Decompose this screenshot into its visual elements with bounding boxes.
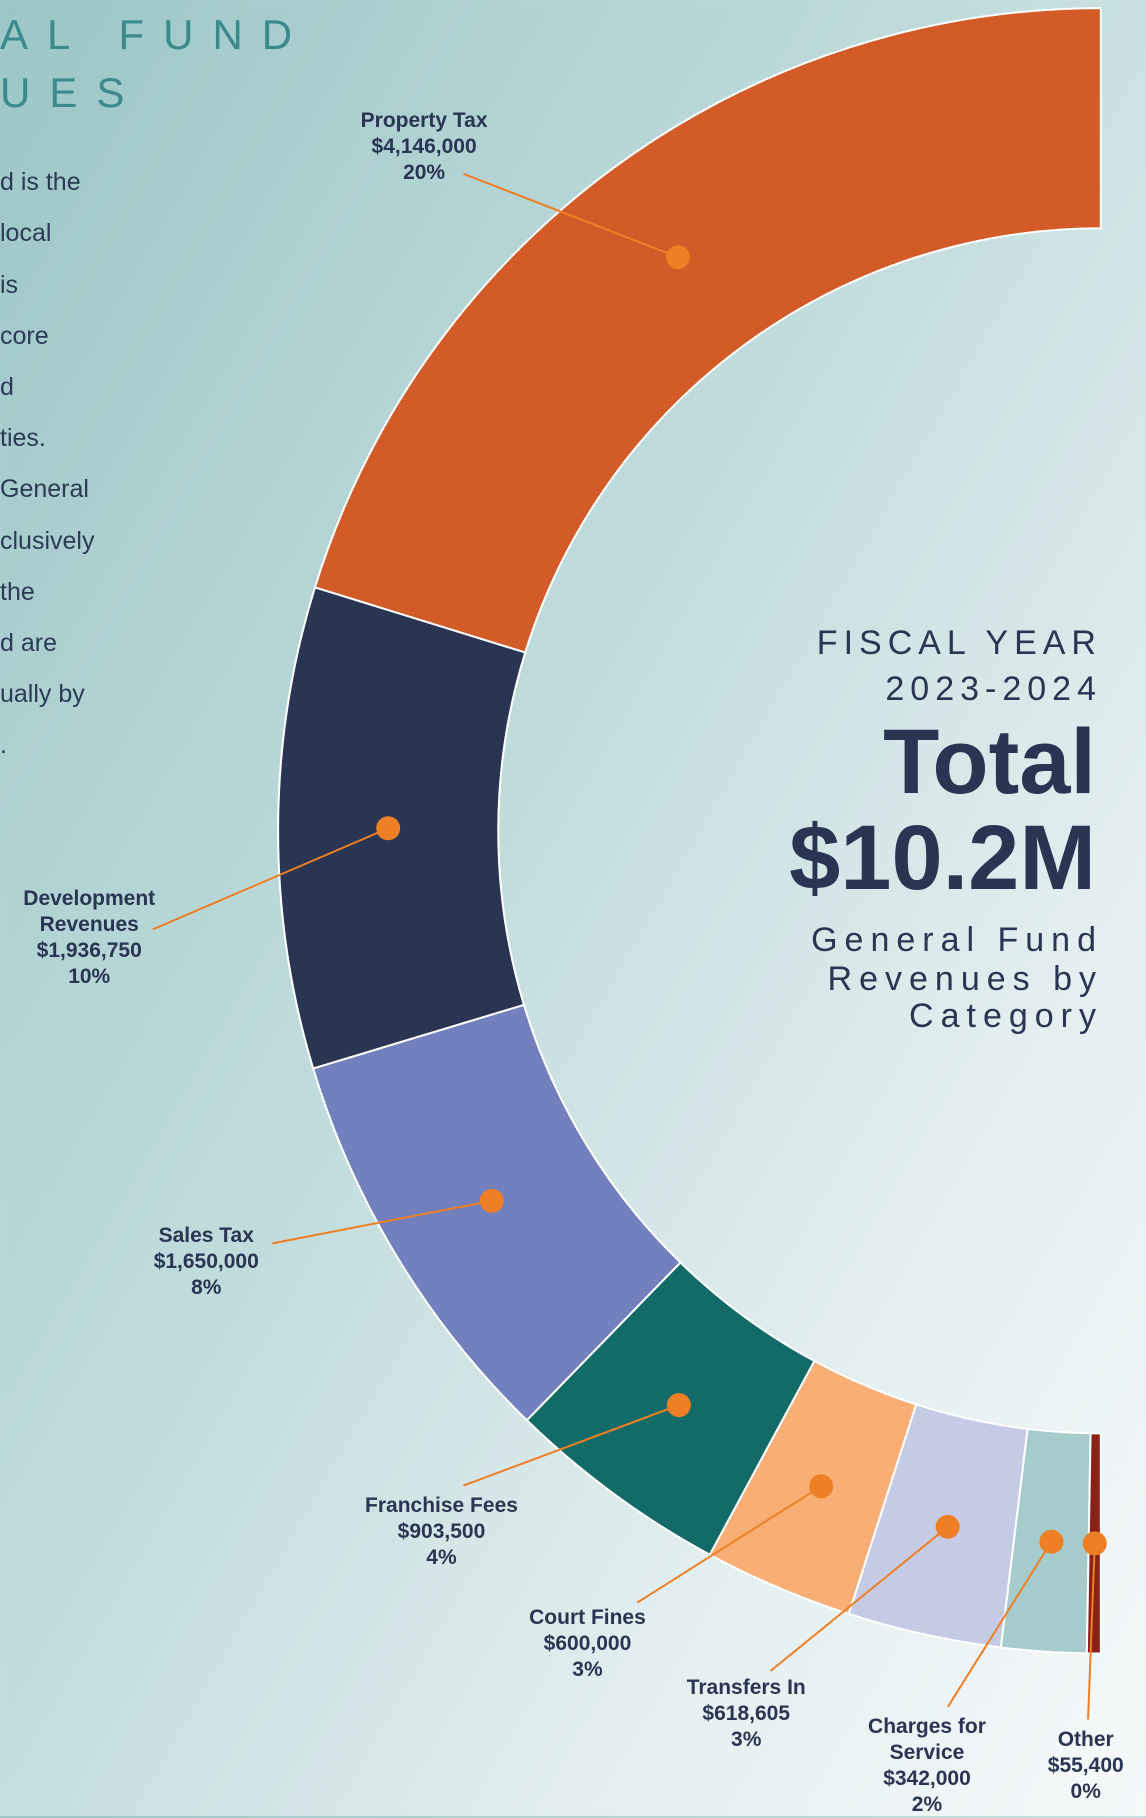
percent-label: 3% <box>572 1657 603 1681</box>
chart-subtitle: Category <box>909 997 1103 1035</box>
total-value: $10.2M <box>789 807 1096 909</box>
value-label: $1,936,750 <box>36 939 142 963</box>
leader-line <box>1087 1543 1096 1720</box>
leader-line <box>272 1199 492 1245</box>
body-text: ually by <box>0 680 85 709</box>
percent-label: 3% <box>731 1728 762 1752</box>
label-dot <box>935 1514 960 1539</box>
category-label: Sales Tax <box>158 1224 254 1248</box>
percent-label: 20% <box>403 160 446 184</box>
body-text: the <box>0 577 35 606</box>
value-label: $600,000 <box>543 1631 632 1655</box>
data-label: Franchise Fees $903,500 4% <box>351 1493 531 1571</box>
percent-label: 8% <box>191 1276 222 1300</box>
category-label: Charges for Service <box>868 1714 986 1764</box>
leader-line <box>947 1541 1053 1708</box>
data-label: Property Tax $4,146,000 20% <box>344 108 504 186</box>
label-dot <box>809 1474 834 1499</box>
value-label: $4,146,000 <box>371 134 477 158</box>
label-dot <box>376 816 401 841</box>
body-text: clusively <box>0 526 95 555</box>
donut-segment <box>313 7 1102 654</box>
category-label: Development Revenues <box>23 887 156 937</box>
value-label: $55,400 <box>1047 1754 1124 1778</box>
label-dot <box>479 1188 504 1213</box>
leader-line <box>769 1526 949 1672</box>
value-label: $903,500 <box>397 1520 486 1544</box>
body-text: ties. <box>0 424 46 453</box>
percent-label: 2% <box>911 1792 943 1816</box>
category-label: Other <box>1057 1728 1114 1752</box>
label-dot <box>666 1393 691 1418</box>
label-dot <box>1082 1531 1107 1556</box>
percent-label: 4% <box>426 1546 457 1570</box>
body-text: local <box>0 219 52 248</box>
section-title: AL FUND <box>0 11 312 58</box>
donut-segment <box>277 586 527 1070</box>
label-dot <box>1039 1529 1064 1554</box>
label-dot <box>665 245 690 270</box>
data-label: Development Revenues $1,936,750 10% <box>14 886 164 990</box>
section-title: UES <box>0 69 144 116</box>
category-label: Property Tax <box>360 108 488 132</box>
category-label: Court Fines <box>529 1605 646 1629</box>
category-label: Franchise Fees <box>365 1494 518 1518</box>
data-label: Sales Tax $1,650,000 8% <box>126 1223 286 1301</box>
data-label: Court Fines $600,000 3% <box>507 1605 667 1683</box>
body-text: General <box>0 475 89 504</box>
chart-title: FISCAL YEAR <box>816 624 1102 662</box>
data-label: Charges for Service $342,000 2% <box>862 1714 992 1818</box>
body-text: . <box>0 731 7 760</box>
percent-label: 0% <box>1070 1780 1101 1804</box>
value-label: $618,605 <box>702 1702 791 1726</box>
percent-label: 10% <box>68 965 111 989</box>
chart-subtitle: General Fund <box>811 921 1103 959</box>
value-label: $342,000 <box>883 1766 971 1790</box>
body-text: d is the <box>0 168 81 197</box>
value-label: $1,650,000 <box>153 1250 259 1274</box>
leader-line <box>152 827 389 931</box>
category-label: Transfers In <box>686 1676 806 1700</box>
chart-title: 2023-2024 <box>885 670 1102 708</box>
leader-line <box>636 1485 822 1604</box>
total-label: Total <box>883 711 1096 813</box>
leader-line <box>463 1404 680 1487</box>
data-label: Transfers In $618,605 3% <box>666 1675 826 1753</box>
body-text: core <box>0 321 49 350</box>
body-text: is <box>0 270 19 299</box>
data-label: Other $55,400 0% <box>1036 1727 1136 1805</box>
body-text: d are <box>0 629 57 658</box>
body-text: d <box>0 372 14 401</box>
chart-subtitle: Revenues by <box>827 960 1103 998</box>
leader-line <box>463 172 679 259</box>
